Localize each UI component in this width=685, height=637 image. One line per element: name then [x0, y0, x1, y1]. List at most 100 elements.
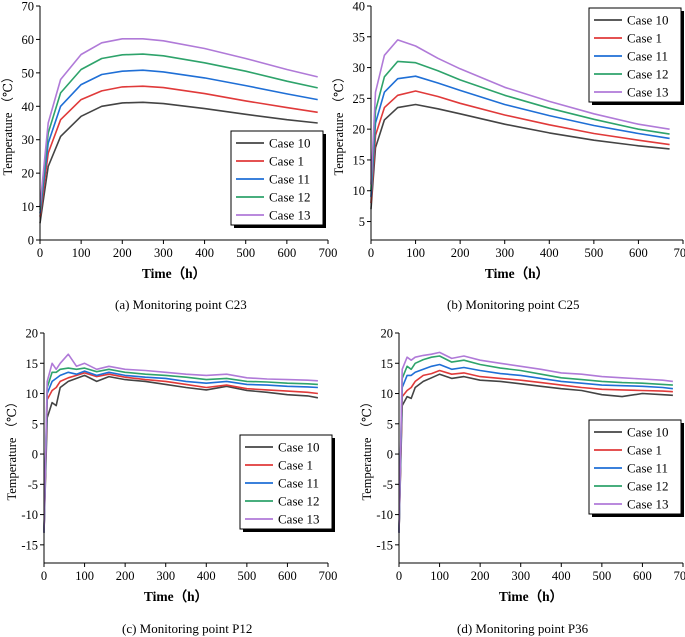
x-tick-label: 400	[195, 246, 214, 260]
series-line-b-4	[370, 39, 670, 185]
legend-entry: Case 1	[278, 458, 313, 473]
legend-entry: Case 11	[269, 172, 310, 187]
y-tick-label: -10	[376, 508, 393, 522]
legend-entry: Case 10	[269, 136, 311, 151]
y-tick-label: 5	[387, 417, 393, 431]
chart-panel-d: 0 100 200 300 400 500 600 700 -15 -10 -5 0 5 10 15 20 Ti…	[360, 327, 685, 605]
y-tick-label: 0	[387, 448, 393, 462]
y-tick-label: 30	[353, 61, 366, 75]
series-line-a-0	[39, 101, 318, 224]
series-line-d-2	[398, 363, 673, 533]
legend-entry: Case 1	[627, 443, 662, 458]
legend-entry: Case 12	[627, 479, 669, 494]
chart-panel-c: 0 100 200 300 400 500 600 700 -15 -10 -5 0 5 10 15 20 Ti…	[5, 327, 337, 605]
x-tick-label: 500	[592, 569, 611, 583]
x-tick-label: 500	[237, 569, 256, 583]
y-tick-label: 10	[22, 200, 35, 214]
y-tick-label: 20	[353, 123, 366, 137]
legend-box	[230, 130, 324, 226]
y-tick-label: 20	[381, 327, 394, 341]
y-tick-label: 15	[26, 357, 39, 371]
series-line-d-1	[398, 369, 673, 533]
x-axis-label: Time（h）	[142, 266, 206, 281]
legend-entry: Case 1	[269, 154, 304, 169]
y-tick-label: 15	[353, 153, 366, 167]
legend-b: Case 10 Case 1 Case 11 Case 12 Case 13	[588, 7, 684, 105]
legend-entry: Case 10	[278, 440, 320, 455]
x-tick-label: 600	[633, 569, 652, 583]
legend-entry: Case 1	[627, 31, 662, 46]
x-axis-label: Time（h）	[485, 266, 549, 281]
y-tick-label: 5	[32, 417, 38, 431]
x-tick-label: 600	[277, 246, 296, 260]
x-tick-label: 200	[113, 246, 132, 260]
series-line-d-4	[398, 351, 673, 533]
y-tick-label: 40	[22, 100, 35, 114]
y-tick-label: -10	[21, 508, 38, 522]
legend-entry: Case 13	[627, 497, 669, 512]
y-tick-label: 5	[359, 215, 365, 229]
y-tick-label: 60	[22, 33, 35, 47]
legend-entry: Case 13	[278, 512, 320, 527]
x-tick-label: 400	[552, 569, 571, 583]
x-tick-label: 0	[41, 569, 47, 583]
series-line-b-3	[370, 60, 670, 191]
series-line-b-2	[370, 75, 670, 197]
legend-a: Case 10 Case 1 Case 11 Case 12 Case 13	[230, 130, 326, 228]
y-tick-label: -5	[383, 478, 393, 492]
x-tick-label: 700	[674, 569, 685, 583]
y-tick-label: -15	[21, 538, 38, 552]
y-tick-label: 30	[22, 133, 35, 147]
x-tick-label: 400	[540, 246, 559, 260]
x-tick-label: 500	[584, 246, 603, 260]
series-line-b-0	[370, 103, 670, 210]
series-line-c-1	[43, 372, 318, 533]
legend-entry: Case 12	[269, 190, 311, 205]
x-tick-label: 0	[368, 246, 374, 260]
legend-entry: Case 11	[278, 476, 319, 491]
y-tick-label: 25	[353, 92, 366, 106]
y-tick-label: 15	[381, 357, 394, 371]
y-tick-label: 10	[381, 387, 394, 401]
series-line-c-4	[43, 353, 318, 533]
y-tick-label: 20	[22, 167, 35, 181]
x-tick-label: 600	[629, 246, 648, 260]
series-line-a-1	[39, 85, 318, 217]
y-tick-label: 40	[353, 0, 366, 14]
x-tick-label: 0	[37, 246, 43, 260]
y-axis-label: Temperature （℃）	[1, 70, 15, 175]
legend-box	[239, 434, 333, 530]
caption-d: (d) Monitoring point P36	[457, 621, 589, 636]
caption-a: (a) Monitoring point C23	[115, 297, 247, 312]
x-tick-label: 200	[471, 569, 490, 583]
y-tick-label: 10	[26, 387, 39, 401]
y-axis-label: Temperature （℃）	[5, 395, 19, 500]
legend-d: Case 10 Case 1 Case 11 Case 12 Case 13	[588, 419, 684, 517]
x-tick-label: 100	[430, 569, 449, 583]
x-tick-label: 500	[236, 246, 255, 260]
series-line-a-2	[39, 69, 318, 214]
legend-entry: Case 13	[627, 85, 669, 100]
x-tick-label: 300	[495, 246, 514, 260]
series-line-c-3	[43, 367, 318, 533]
x-tick-label: 300	[511, 569, 530, 583]
x-tick-label: 300	[154, 246, 173, 260]
y-tick-label: -15	[376, 538, 393, 552]
x-tick-label: 100	[72, 246, 91, 260]
legend-entry: Case 11	[627, 461, 668, 476]
series-line-a-3	[39, 53, 318, 210]
x-tick-label: 300	[156, 569, 175, 583]
series-line-b-1	[370, 90, 670, 204]
legend-entry: Case 12	[278, 494, 320, 509]
y-tick-label: 70	[22, 0, 35, 14]
legend-entry: Case 12	[627, 67, 669, 82]
y-tick-label: 35	[353, 30, 366, 44]
y-tick-label: 10	[353, 184, 366, 198]
y-tick-label: 0	[32, 448, 38, 462]
y-axis-label: Temperature （℃）	[360, 395, 374, 500]
series-line-d-0	[398, 373, 673, 533]
x-axis-label: Time（h）	[499, 589, 563, 604]
legend-entry: Case 13	[269, 208, 311, 223]
y-axis-label: Temperature （℃）	[332, 70, 346, 175]
